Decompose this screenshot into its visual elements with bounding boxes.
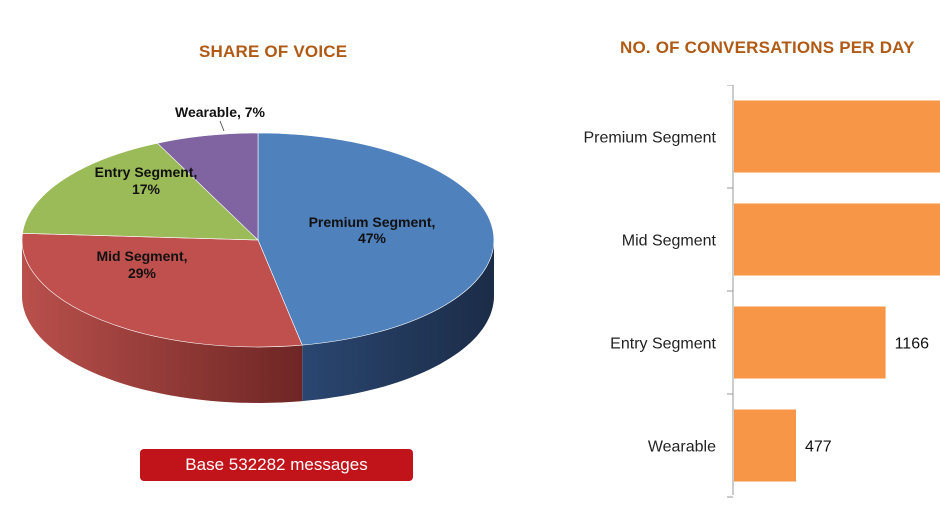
pie-label-wearable: Wearable, 7% <box>175 104 266 120</box>
pie-label-entry-segment: Entry Segment, 17% <box>95 164 198 197</box>
base-messages-badge: Base 532282 messages <box>140 449 413 481</box>
bar-premium-segment <box>734 100 940 173</box>
share-of-voice-pie-chart: Premium Segment, 47% Mid Segment, 29% Entry … <box>21 104 495 403</box>
bar-entry-segment <box>734 306 886 379</box>
conversations-bar-chart: Premium Segment3247Mid Segment2007Entry … <box>584 85 940 498</box>
bar-category-label-entry-segment: Entry Segment <box>610 336 716 353</box>
pie-slice-wearable <box>156 132 259 241</box>
bar-value-label-wearable: 477 <box>805 439 832 456</box>
pie-label-leader <box>219 120 225 132</box>
pie-side-mid-segment <box>22 240 303 403</box>
pie-label-premium-segment: Premium Segment, 47% <box>309 214 436 246</box>
bar-value-label-entry-segment: 1166 <box>895 336 930 353</box>
bar-category-label-premium-segment: Premium Segment <box>584 130 717 147</box>
bar-chart-title: NO. OF CONVERSATIONS PER DAY <box>620 38 915 57</box>
pie-side-premium-segment <box>302 240 494 402</box>
pie-chart-title: SHARE OF VOICE <box>199 42 348 61</box>
pie-slice-entry-segment <box>22 142 259 241</box>
bar-category-label-wearable: Wearable <box>648 439 716 456</box>
pie-slice-mid-segment <box>21 232 303 348</box>
bar-category-label-mid-segment: Mid Segment <box>622 233 717 250</box>
pie-slice-premium-segment <box>257 132 495 346</box>
base-messages-label: Base 532282 messages <box>185 455 368 474</box>
bar-wearable <box>734 409 796 482</box>
pie-label-mid-segment: Mid Segment, 29% <box>96 248 187 281</box>
bar-mid-segment <box>734 203 940 276</box>
